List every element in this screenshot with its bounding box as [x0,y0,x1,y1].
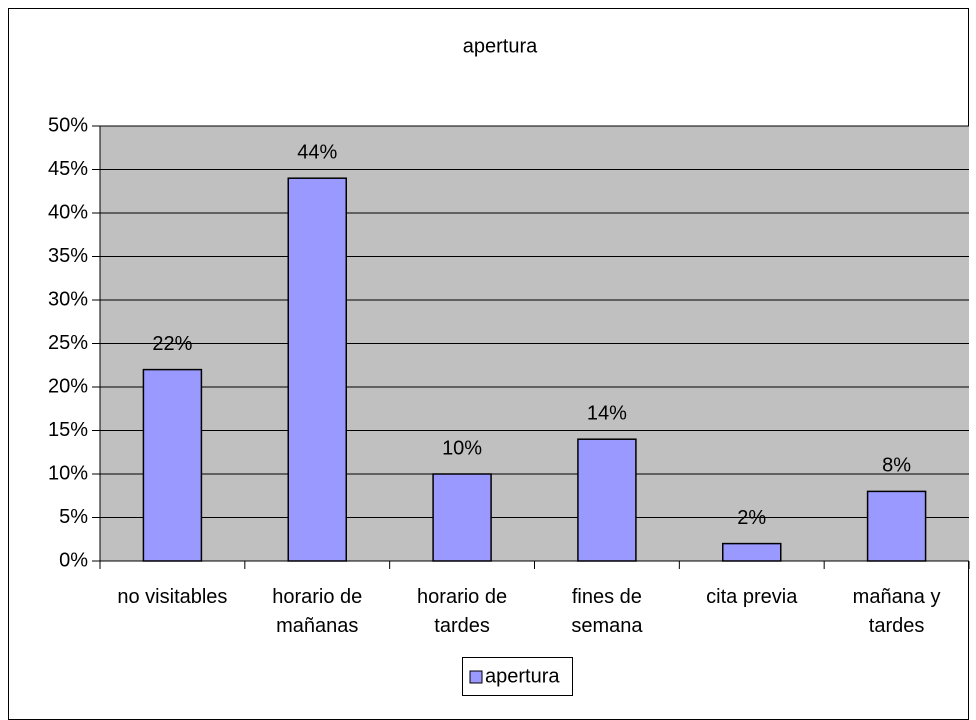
bar [287,177,347,562]
data-label: 8% [882,455,911,477]
bar [142,368,203,562]
y-tick-label: 15% [48,419,88,441]
bar [577,438,637,562]
y-tick-label: 20% [48,375,88,397]
data-label: 10% [442,437,482,459]
x-tick-label: no visitables [117,586,228,608]
y-tick-label: 40% [48,201,88,223]
data-label: 22% [152,333,192,355]
y-tick-label: 45% [48,158,88,180]
y-tick-label: 50% [48,114,88,136]
y-tick-label: 35% [48,245,88,267]
legend-swatch [469,670,483,684]
x-tick-label: fines de semana [571,586,643,637]
bar [432,473,492,562]
legend-label: apertura [485,665,560,687]
x-tick-label: mañana y tardes [852,586,941,637]
y-tick-label: 0% [59,549,88,571]
y-tick-label: 25% [48,332,88,354]
bar [866,490,927,562]
y-tick-label: 10% [48,462,88,484]
x-tick-label: cita previa [706,586,798,608]
chart-title: apertura [463,35,538,57]
data-label: 44% [297,141,337,163]
y-tick-label: 30% [48,288,88,310]
y-tick-label: 5% [59,506,88,528]
x-tick-label: horario de tardes [417,586,508,637]
data-label: 2% [737,507,766,529]
bar [722,542,782,562]
data-label: 14% [587,402,627,424]
x-tick-label: horario de mañanas [272,586,363,637]
